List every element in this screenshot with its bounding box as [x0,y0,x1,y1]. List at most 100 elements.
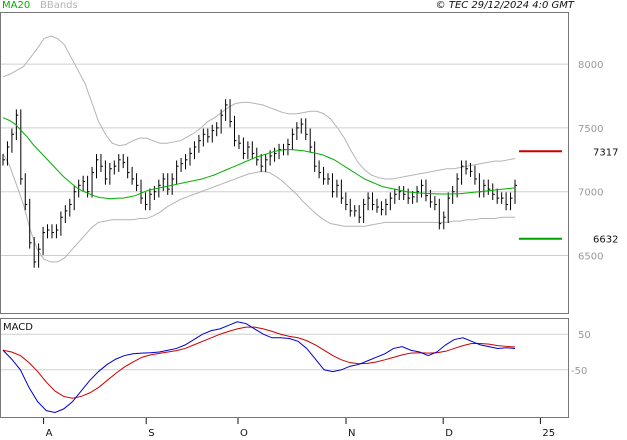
price-bar [207,128,210,143]
price-bar [474,165,477,185]
price-bar [407,188,411,204]
price-bar [95,154,99,179]
x-tick-label: 25 [542,428,555,439]
price-bars [2,99,517,268]
price-bar [140,179,144,204]
price-bar [229,99,233,128]
price-bar [24,173,28,211]
x-tick-label: D [445,428,453,439]
bb-lower-line [2,153,515,263]
price-bar [113,160,117,175]
price-bar [447,192,451,223]
price-bar [380,201,384,216]
price-bar [118,154,121,172]
copyright-label: © TEC 29/12/2024 4:0 GMT [436,0,575,11]
price-bar [363,198,366,223]
price-bar [412,191,415,204]
price-bar [461,160,464,185]
grid-lines [1,63,568,371]
price-bar [501,192,504,204]
macd-line [2,321,516,413]
price-bar [82,175,86,192]
bb-upper-line [2,35,516,180]
price-bar [149,188,152,211]
x-tick-label: O [240,428,248,439]
price-bar [425,179,428,202]
price-bar [211,124,215,143]
price-bar [265,154,268,172]
price-bar [483,179,486,198]
macd-title: MACD [3,322,33,333]
price-bar [260,154,264,172]
price-bar [394,188,397,204]
price-bar [185,154,188,170]
x-tick-label: A [46,428,53,439]
price-bar [162,173,166,192]
price-bar [55,224,59,239]
price-bar [367,192,371,211]
x-tick-label: N [348,428,355,439]
price-tick-label: 6500 [578,252,603,263]
price-bar [153,185,157,201]
macd-signal-line [2,326,516,399]
price-bar [496,188,500,204]
price-bar [33,237,37,268]
price-bar [238,134,241,149]
price-bar [469,163,473,178]
price-bar [131,166,135,185]
price-bar [327,173,331,185]
price-bar [323,166,326,185]
price-bar [318,160,322,179]
price-bar [505,192,509,211]
price-bar [416,185,420,203]
price-bar [69,198,72,217]
price-bar [167,173,170,195]
price-bar [6,141,10,166]
price-bar [514,179,517,204]
price-bar [434,196,437,211]
price-panel-frame [0,12,569,314]
macd-tick-label: 50 [578,330,591,341]
price-bar [64,205,68,223]
y-axis-labels: 8000 7500 7000 6500 50 -50 [571,60,603,377]
level-label: 7317 [593,147,618,158]
price-bar [349,198,353,217]
price-bar [492,183,495,201]
x-tick-label: S [148,428,154,439]
price-bar [331,173,335,198]
price-bar [47,224,50,239]
price-bar [180,157,184,172]
price-bar [42,226,46,255]
price-bar [29,198,32,249]
ma20-polyline [2,117,516,200]
ma20-line [2,117,516,200]
price-bar [305,118,308,141]
price-bar [487,179,491,195]
price-bar [429,189,433,208]
price-bar [220,109,224,134]
price-bar [11,128,14,153]
price-bar [358,205,362,223]
price-bar [340,179,344,204]
level-markers: 7317 6632 [519,147,618,246]
price-bar [287,138,290,156]
price-bar [247,141,250,160]
price-bar [443,211,446,230]
price-bar [38,243,41,268]
macd-lines [2,321,516,413]
price-bar [421,179,424,198]
macd-tick-label: -50 [571,366,587,377]
price-bar [122,154,126,169]
price-bar [314,141,317,172]
price-bar [309,128,313,153]
price-bar [20,109,23,185]
price-bar [60,211,63,236]
price-bar [216,122,219,137]
price-bar [100,154,103,172]
price-bar [225,99,228,121]
price-bar [234,115,237,147]
legend-bbands: BBands [40,0,78,11]
bollinger-bands [2,35,516,263]
price-bar [242,137,246,160]
